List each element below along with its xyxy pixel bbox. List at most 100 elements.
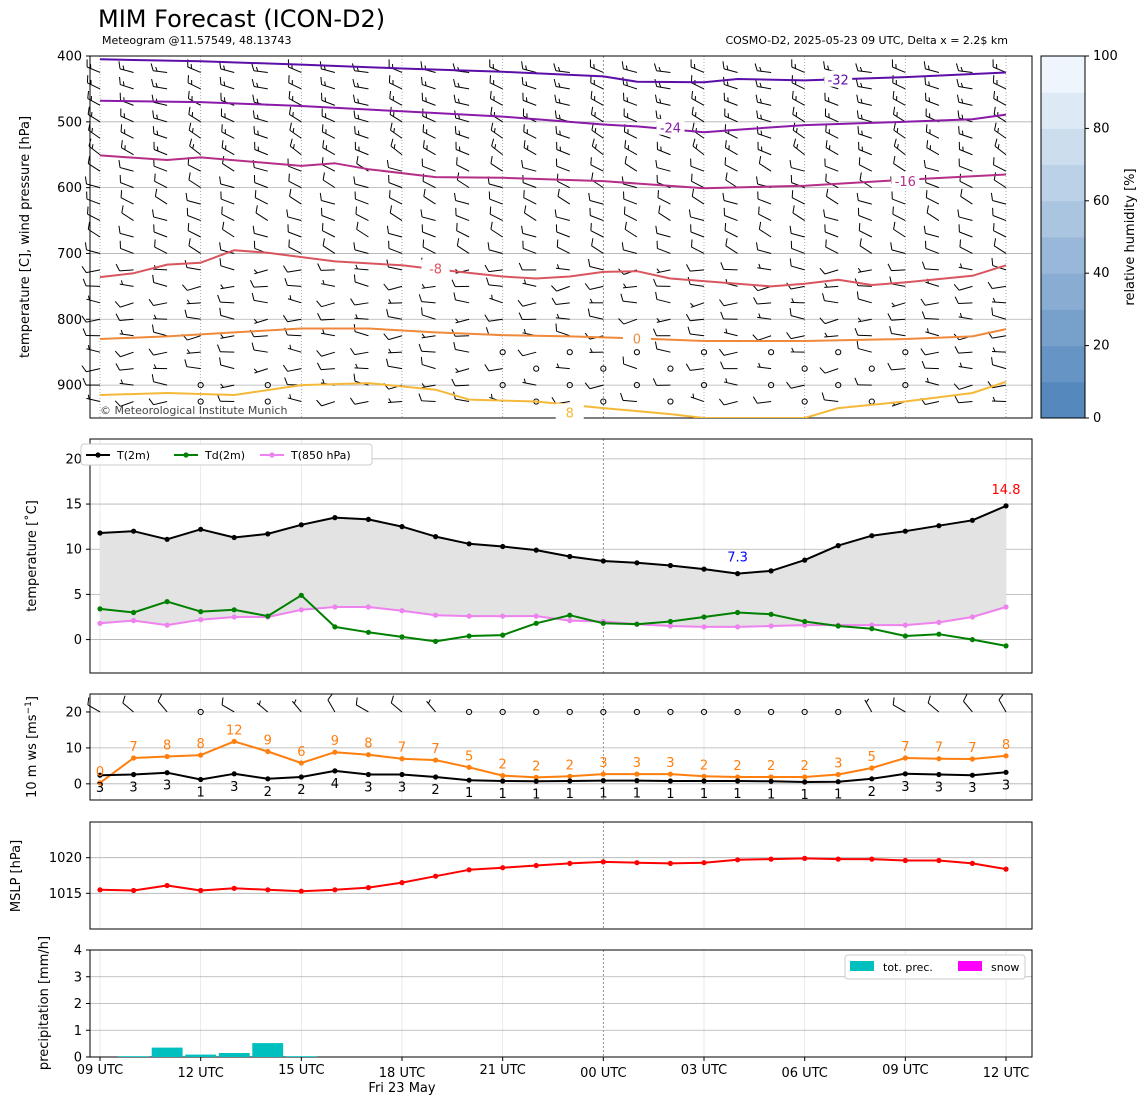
- wind-barb: [825, 188, 839, 205]
- barb-staff: [623, 115, 638, 123]
- gust-point: [969, 756, 976, 762]
- wind-barb: [456, 172, 470, 189]
- barb-half-flag: [293, 699, 297, 704]
- series-point: [164, 599, 170, 605]
- barb-full-flag: [354, 141, 356, 150]
- wind-barb: [321, 329, 335, 337]
- x-tick-label: 15 UTC: [278, 1063, 324, 1078]
- barb-staff: [624, 228, 638, 238]
- barb-staff: [253, 85, 268, 90]
- barb-full-flag: [823, 61, 826, 69]
- barb-staff: [422, 246, 436, 254]
- barb-full-flag: [219, 176, 222, 185]
- barb-staff: [321, 68, 336, 73]
- barb-full-flag: [691, 90, 694, 99]
- wind-barb: [251, 78, 268, 90]
- barb-half-flag: [758, 362, 761, 368]
- mean-wind-value-label: 2: [431, 783, 439, 798]
- wind-barb: [188, 238, 201, 254]
- barb-half-flag: [491, 294, 493, 300]
- wind-barb: [390, 138, 403, 156]
- barb-staff: [926, 131, 940, 139]
- wind-barb: [82, 328, 101, 337]
- barb-staff: [589, 285, 604, 291]
- barb-half-flag: [190, 64, 192, 69]
- barb-full-flag: [484, 314, 490, 322]
- barb-full-flag: [488, 191, 491, 200]
- wind-barb: [84, 176, 101, 189]
- barb-staff: [757, 366, 772, 370]
- wind-barb: [656, 141, 671, 156]
- barb-full-flag: [891, 59, 893, 67]
- barb-staff: [589, 315, 604, 320]
- series-point: [735, 571, 741, 577]
- wind-barb: [383, 283, 403, 291]
- barb-full-flag: [555, 126, 558, 134]
- mean-wind-value-label: 1: [599, 787, 607, 802]
- barb-full-flag: [389, 205, 393, 214]
- gust-value-label: 9: [264, 733, 272, 748]
- series-point: [869, 622, 875, 628]
- wind-barb: [188, 122, 201, 139]
- mean-wind-point: [969, 772, 976, 778]
- barb-staff: [289, 145, 302, 156]
- barb-staff: [757, 149, 772, 156]
- barb-full-flag: [186, 207, 189, 216]
- barb-full-flag: [855, 63, 859, 71]
- barb-staff: [656, 101, 671, 106]
- barb-full-flag: [786, 332, 792, 339]
- wind-barb: [724, 223, 738, 238]
- barb-full-flag: [789, 308, 792, 316]
- barb-half-flag: [795, 128, 798, 133]
- surface-wind-barbs: [87, 693, 1007, 716]
- barb-staff: [524, 212, 537, 221]
- series-point: [936, 631, 942, 637]
- wind-barb: [421, 283, 436, 289]
- barb-staff: [321, 215, 336, 222]
- barb-half-flag: [523, 279, 526, 285]
- barb-full-flag: [790, 174, 793, 183]
- barb-staff: [220, 285, 235, 290]
- wind-barb: [253, 174, 268, 189]
- barb-staff: [87, 704, 101, 713]
- wind-barb: [892, 90, 906, 106]
- barb-full-flag: [317, 263, 322, 271]
- mslp-point: [768, 856, 774, 862]
- wind-barb: [187, 90, 201, 106]
- series-point: [835, 623, 841, 629]
- barb-full-flag: [491, 138, 495, 147]
- barb-full-flag: [253, 174, 256, 183]
- barb-full-flag: [518, 262, 523, 271]
- wind-barb: [555, 158, 570, 172]
- isotherm-label: 8: [566, 407, 574, 422]
- barb-full-flag: [150, 63, 154, 71]
- barb-full-flag: [454, 126, 457, 134]
- barb-full-flag: [618, 318, 625, 325]
- barb-full-flag: [523, 190, 525, 198]
- wind-barb: [287, 295, 302, 304]
- barb-staff: [489, 198, 503, 205]
- barb-half-flag: [186, 299, 191, 304]
- wind-barb: [554, 94, 570, 106]
- barb-staff: [488, 284, 503, 287]
- y-tick-label: 500: [57, 115, 82, 130]
- wind-barb: [420, 61, 436, 73]
- series-point: [466, 633, 472, 639]
- barb-full-flag: [987, 281, 993, 289]
- gust-point: [399, 756, 405, 762]
- barb-full-flag: [927, 695, 931, 704]
- barb-staff: [254, 167, 268, 172]
- barb-staff: [220, 364, 235, 370]
- surface-wind-barb: [291, 699, 302, 713]
- barb-staff: [288, 231, 302, 238]
- wind-barb: [687, 326, 705, 337]
- barb-staff: [87, 113, 101, 123]
- barb-full-flag: [490, 122, 494, 131]
- wind-barb: [321, 223, 336, 238]
- barb-full-flag: [824, 108, 827, 117]
- barb-staff: [186, 266, 201, 271]
- wind-barb: [320, 76, 336, 90]
- barb-full-flag: [923, 225, 926, 234]
- barb-staff: [857, 85, 872, 90]
